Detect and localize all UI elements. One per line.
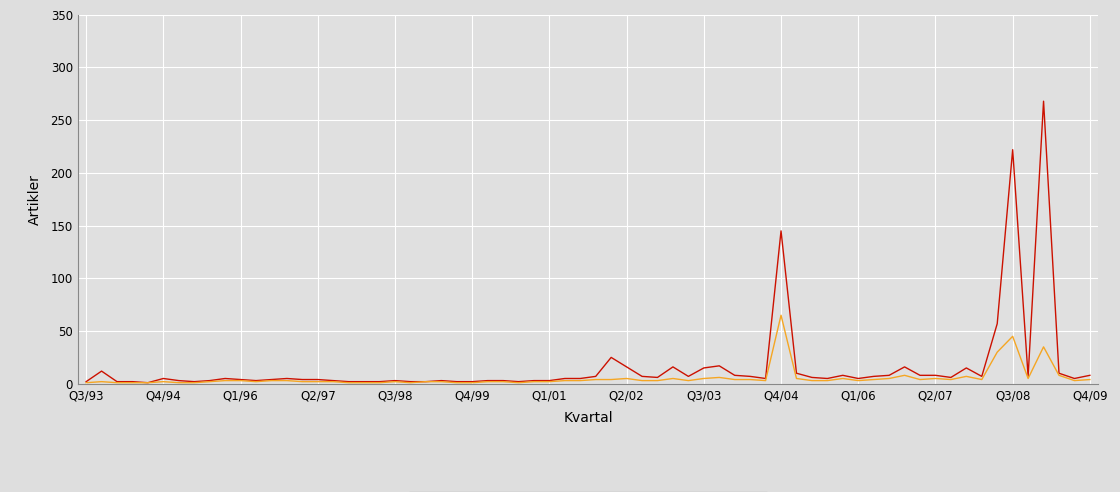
- Y-axis label: Artikler: Artikler: [28, 174, 43, 225]
- X-axis label: Kvartal: Kvartal: [563, 411, 613, 425]
